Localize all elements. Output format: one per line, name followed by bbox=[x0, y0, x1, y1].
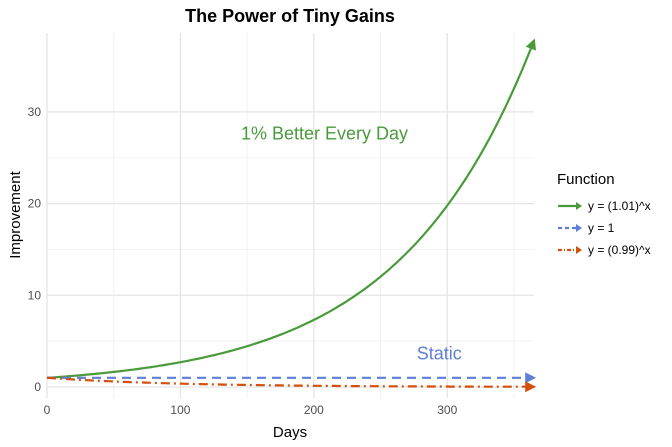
legend-item-2: y = (0.99)^x bbox=[558, 243, 651, 257]
legend-key-arrow bbox=[576, 202, 582, 210]
annotation-0: 1% Better Every Day bbox=[241, 123, 408, 143]
y-tick-label: 30 bbox=[28, 105, 42, 119]
y-tick-label: 20 bbox=[28, 197, 42, 211]
y-tick-label: 0 bbox=[34, 380, 41, 394]
tick-layer: 0 100 200 300 0 10 20 30 bbox=[28, 105, 458, 417]
legend-key-arrow bbox=[576, 246, 582, 254]
annotation-1: Static bbox=[417, 343, 462, 363]
y-tick-label: 10 bbox=[28, 288, 42, 302]
series-layer bbox=[46, 38, 537, 393]
legend-label: y = (1.01)^x bbox=[588, 199, 651, 213]
y-axis-label: Improvement bbox=[7, 170, 24, 258]
x-axis-label: Days bbox=[273, 424, 307, 441]
series-line-2 bbox=[46, 376, 537, 393]
grid-major bbox=[46, 33, 534, 398]
annotation-layer: 1% Better Every Day Static bbox=[241, 123, 462, 363]
grid-minor bbox=[47, 33, 534, 398]
legend-item-0: y = (1.01)^x bbox=[558, 199, 651, 213]
chart-title: The Power of Tiny Gains bbox=[185, 6, 395, 26]
legend-key-arrow bbox=[576, 224, 582, 232]
x-tick-label: 100 bbox=[170, 403, 190, 417]
legend-title: Function bbox=[557, 171, 615, 188]
series-line-0 bbox=[46, 38, 536, 379]
x-tick-label: 200 bbox=[304, 403, 324, 417]
legend: Function y = (1.01)^x y = 1 y = (0.99)^x bbox=[557, 171, 651, 257]
x-tick-label: 300 bbox=[437, 403, 457, 417]
legend-label: y = (0.99)^x bbox=[588, 243, 651, 257]
legend-label: y = 1 bbox=[588, 221, 615, 235]
legend-item-1: y = 1 bbox=[558, 221, 615, 235]
x-tick-label: 0 bbox=[44, 403, 51, 417]
